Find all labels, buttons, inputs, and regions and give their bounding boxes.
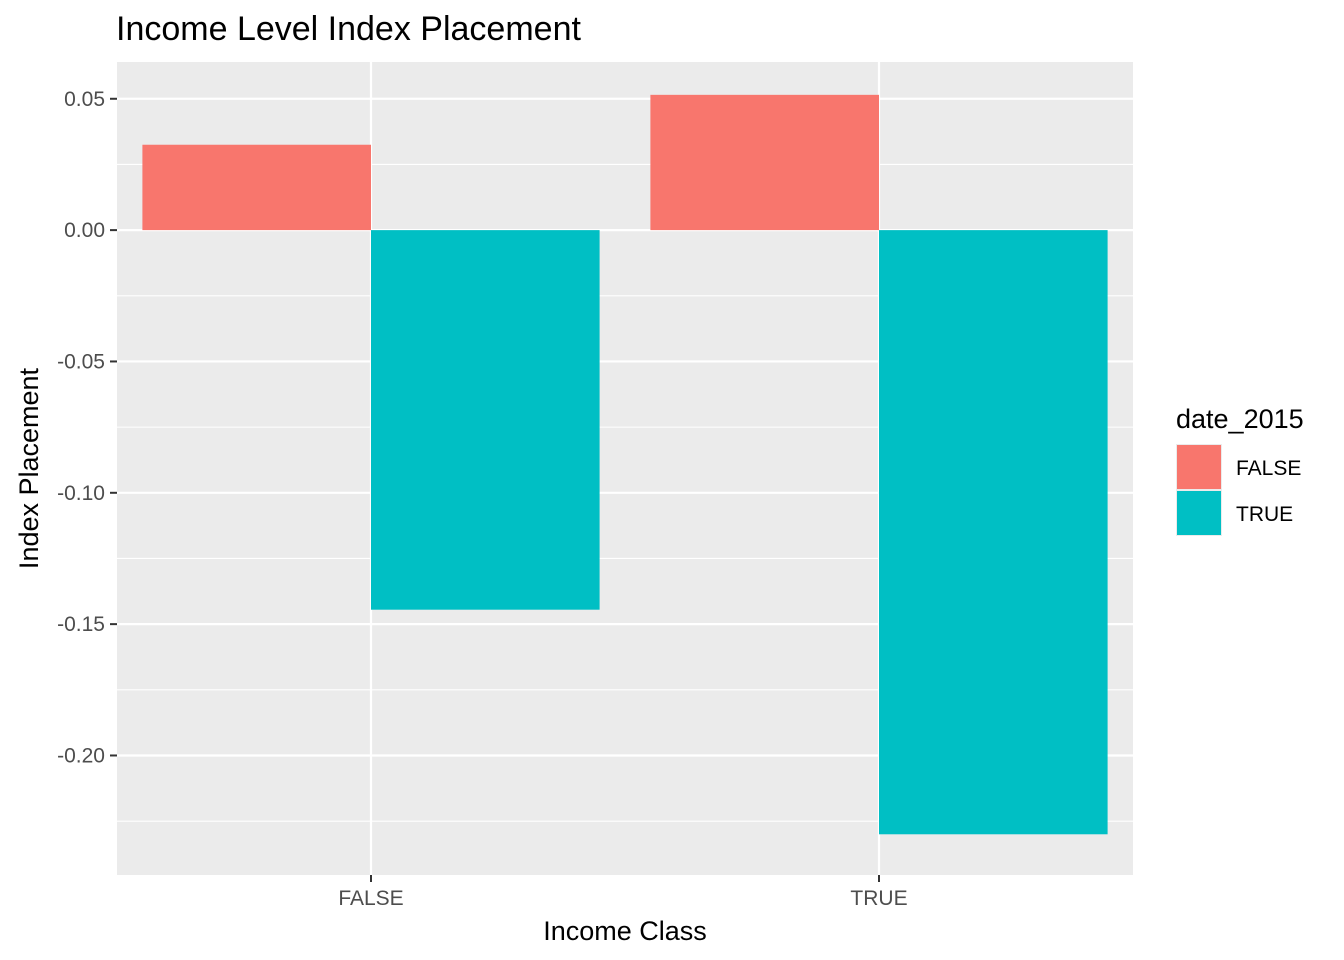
legend-label: TRUE (1236, 503, 1293, 526)
y-axis: 0.05 0.00 -0.05 -0.10 -0.15 -0.20 (57, 88, 117, 767)
y-tick-label: 0.00 (64, 219, 105, 242)
y-tick-label: -0.20 (57, 744, 105, 767)
y-tick-label: -0.10 (57, 482, 105, 505)
y-tick-label: -0.05 (57, 350, 105, 373)
y-axis-title: Index Placement (14, 367, 44, 569)
x-tick-label: TRUE (850, 887, 907, 910)
x-axis-title: Income Class (543, 916, 707, 946)
legend-key (1177, 491, 1221, 535)
chart-title: Income Level Index Placement (116, 10, 581, 48)
bar (879, 230, 1108, 835)
legend: date_2015 FALSE TRUE (1176, 404, 1304, 536)
bar (650, 94, 879, 231)
y-tick-label: 0.05 (64, 88, 105, 111)
bar (371, 230, 600, 610)
bar (142, 144, 371, 231)
legend-key (1177, 445, 1221, 489)
bars (142, 94, 1108, 835)
y-tick-label: -0.15 (57, 613, 105, 636)
legend-title: date_2015 (1176, 404, 1304, 434)
x-tick-label: FALSE (338, 887, 403, 910)
x-axis: FALSE TRUE (338, 875, 908, 910)
legend-label: FALSE (1236, 457, 1301, 480)
